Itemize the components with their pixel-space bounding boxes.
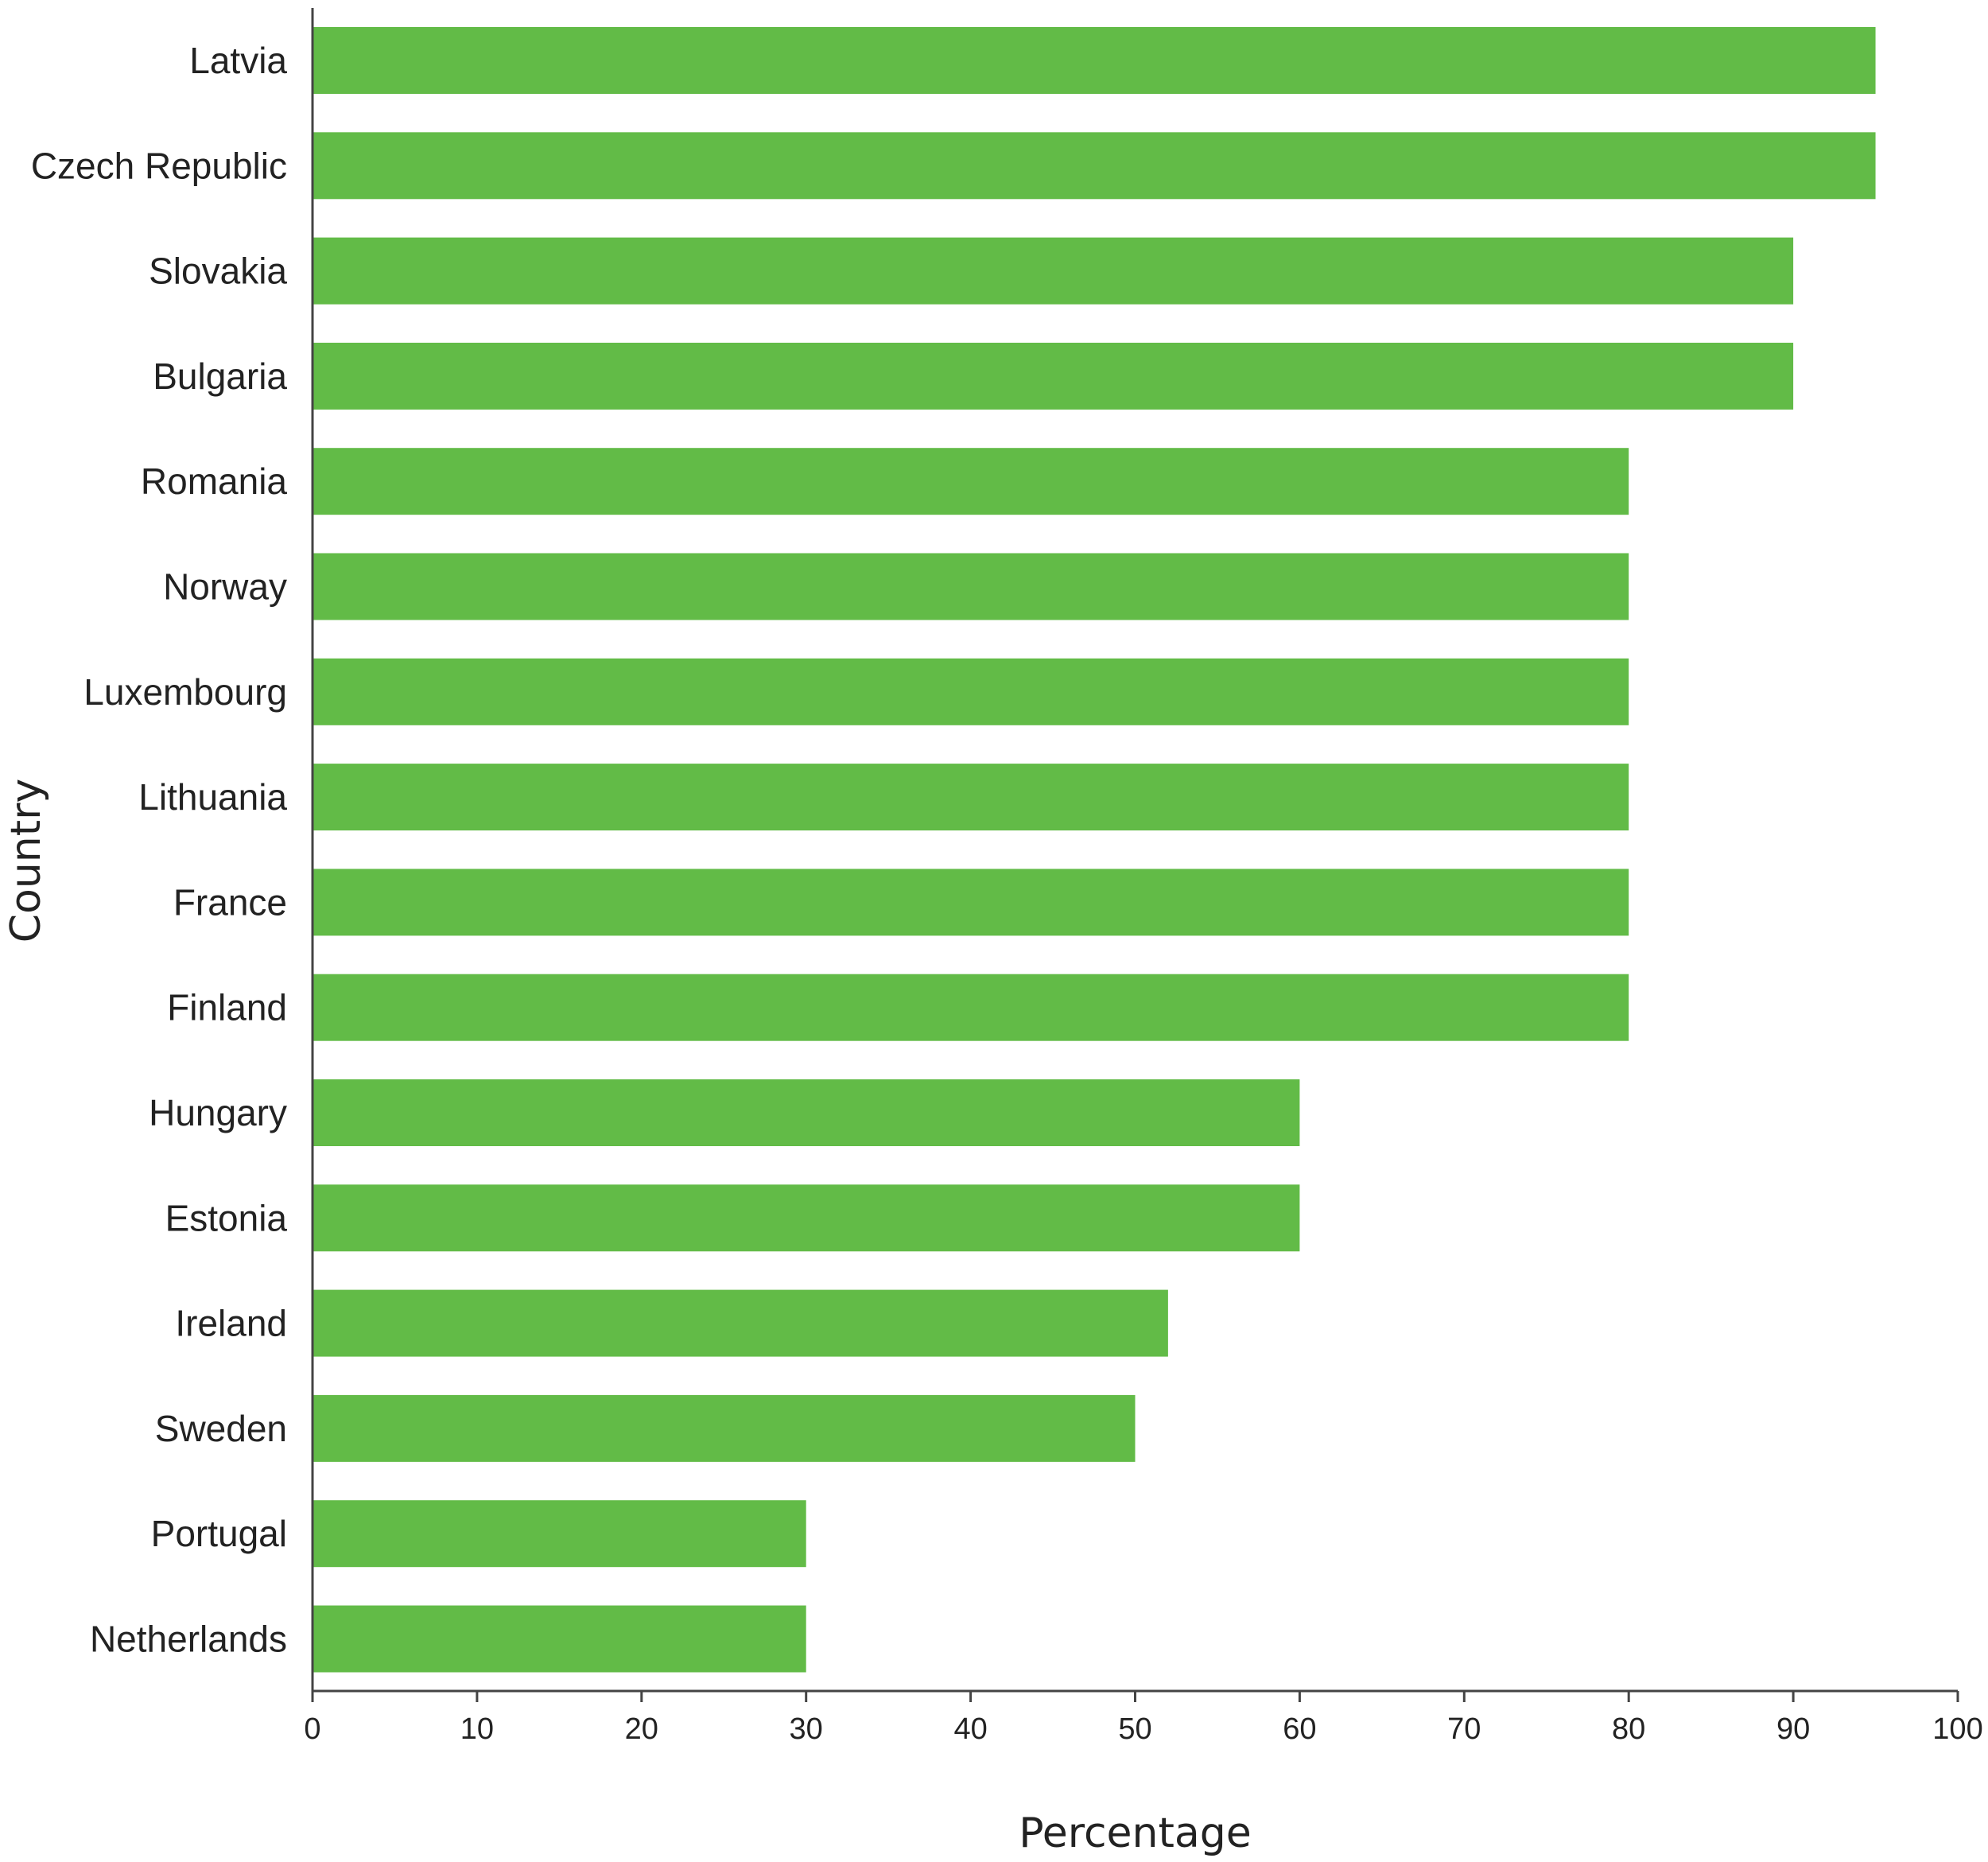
x-tick-label: 80 xyxy=(1612,1712,1645,1746)
category-label: Netherlands xyxy=(90,1619,287,1660)
bar xyxy=(313,1500,806,1568)
bar xyxy=(313,1289,1168,1357)
bar xyxy=(313,553,1629,620)
x-axis-title: Percentage xyxy=(1019,1810,1252,1857)
x-tick-label: 30 xyxy=(790,1712,823,1746)
category-label: France xyxy=(173,881,287,923)
category-label: Bulgaria xyxy=(153,356,287,397)
category-label: Estonia xyxy=(165,1197,288,1238)
bar xyxy=(313,27,1876,94)
category-label: Ireland xyxy=(175,1303,287,1344)
x-tick-label: 10 xyxy=(460,1712,494,1746)
category-label: Luxembourg xyxy=(83,671,287,713)
x-tick-label: 0 xyxy=(304,1712,320,1746)
bar xyxy=(313,1605,806,1673)
category-label: Norway xyxy=(163,566,287,608)
bar xyxy=(313,237,1794,305)
category-label: Hungary xyxy=(149,1092,287,1133)
x-tick-label: 50 xyxy=(1118,1712,1151,1746)
bar xyxy=(313,1184,1300,1252)
bar xyxy=(313,764,1629,831)
bar xyxy=(313,448,1629,515)
category-label: Latvia xyxy=(189,40,287,81)
category-label: Sweden xyxy=(155,1408,287,1449)
y-axis-title: Country xyxy=(2,779,50,943)
bar xyxy=(313,132,1876,200)
x-axis-ticks: 0 10 20 30 40 50 60 70 80 90 100 xyxy=(304,1691,1983,1746)
bar xyxy=(313,1394,1136,1462)
x-tick-label: 90 xyxy=(1776,1712,1810,1746)
bar xyxy=(313,658,1629,725)
x-tick-label: 60 xyxy=(1283,1712,1316,1746)
category-label: Slovakia xyxy=(149,251,287,292)
bar xyxy=(313,869,1629,936)
bars-layer xyxy=(313,27,1876,1673)
category-label: Romania xyxy=(141,461,288,502)
category-label: Lithuania xyxy=(138,776,287,818)
bar xyxy=(313,342,1794,410)
category-label: Czech Republic xyxy=(31,145,287,186)
category-labels: Latvia Czech Republic Slovakia Bulgaria Roma… xyxy=(31,40,288,1660)
bar xyxy=(313,1079,1300,1146)
x-tick-label: 40 xyxy=(953,1712,987,1746)
bar xyxy=(313,974,1629,1041)
x-tick-label: 70 xyxy=(1447,1712,1481,1746)
category-label: Portugal xyxy=(151,1513,287,1554)
category-label: Finland xyxy=(167,987,287,1028)
x-tick-label: 20 xyxy=(625,1712,658,1746)
x-tick-label: 100 xyxy=(1932,1712,1982,1746)
